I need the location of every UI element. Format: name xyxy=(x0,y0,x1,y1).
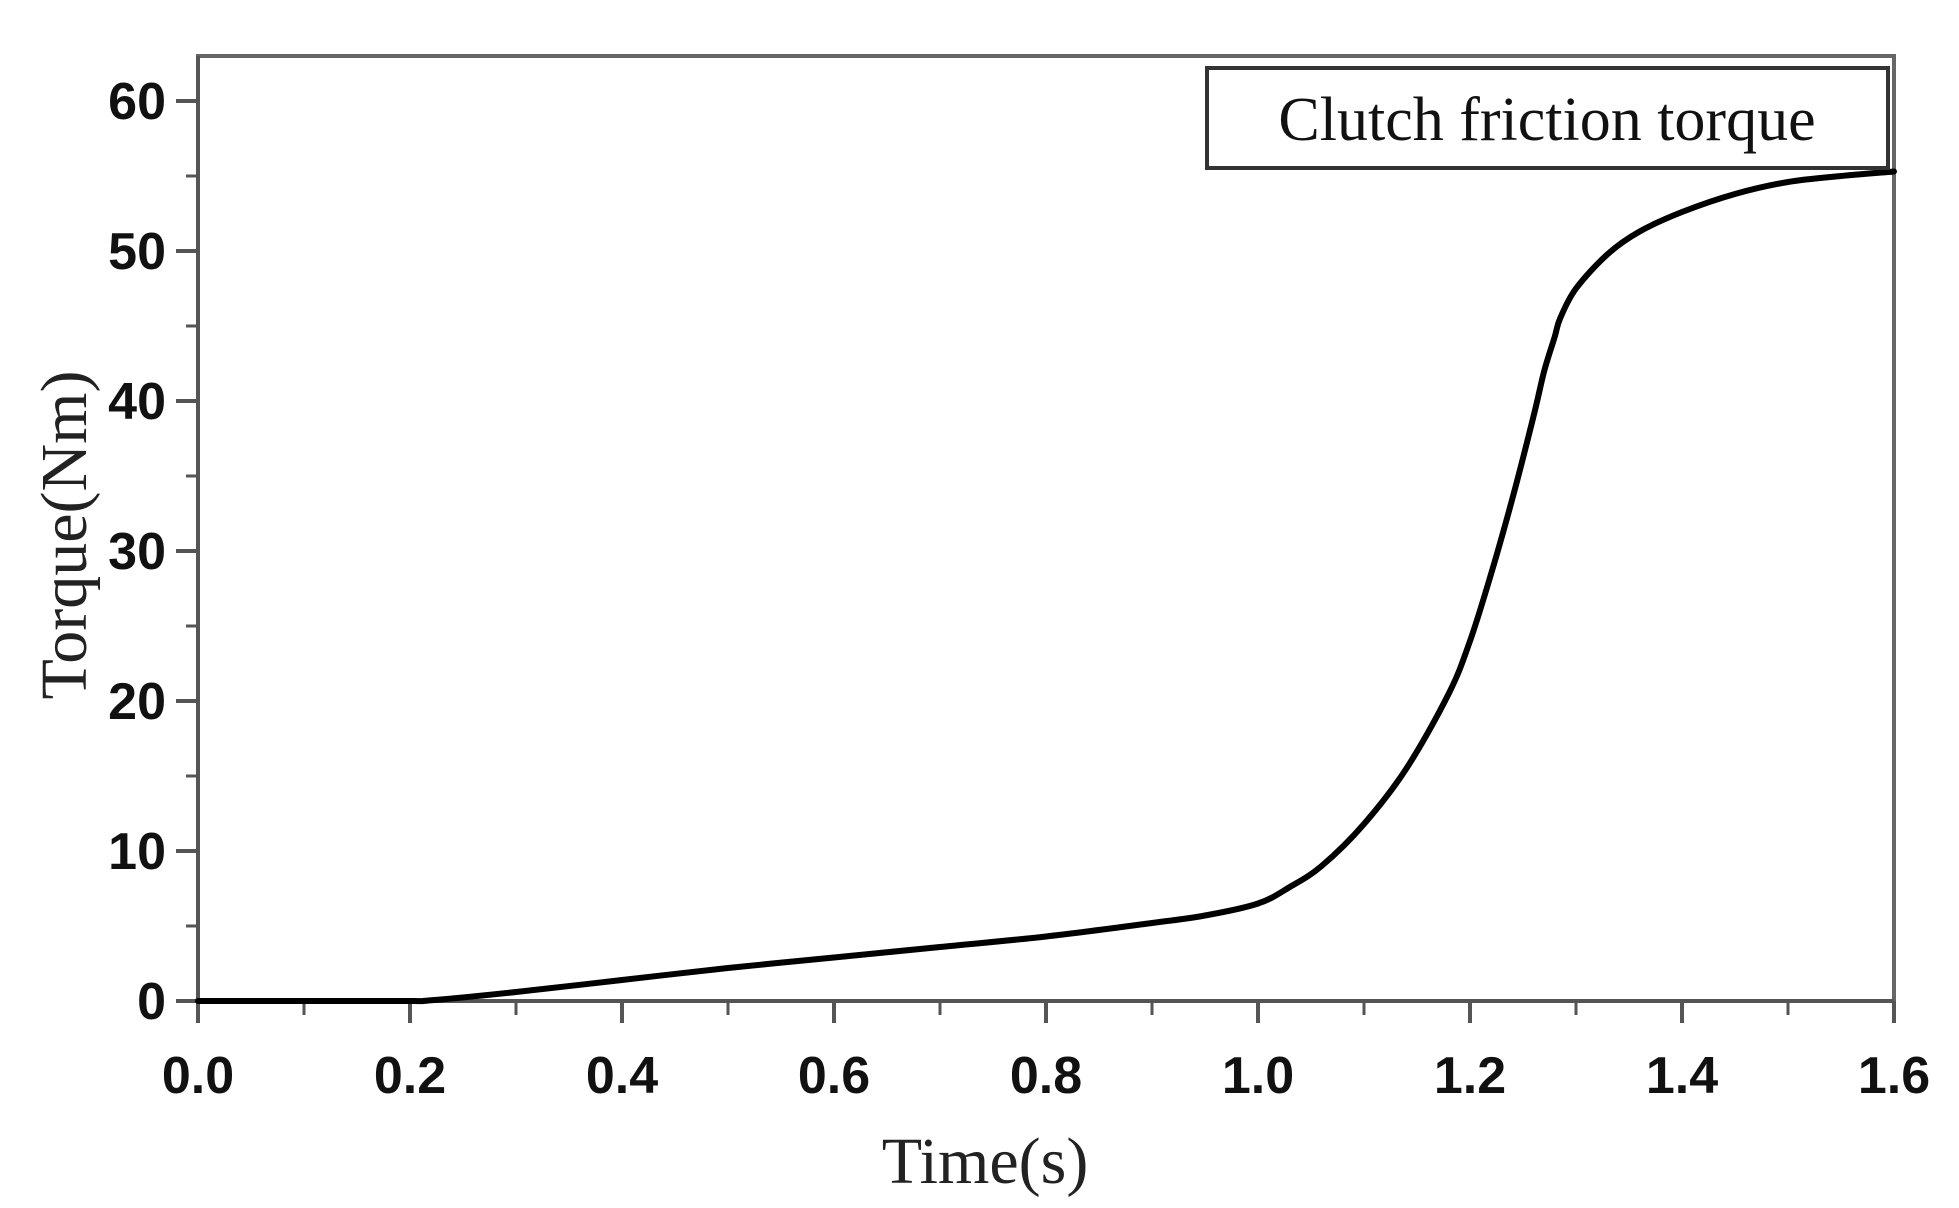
x-tick-label: 1.2 xyxy=(1434,1047,1506,1105)
x-tick-label: 0.2 xyxy=(374,1047,446,1105)
x-tick-label: 0.6 xyxy=(798,1047,870,1105)
y-tick-label: 40 xyxy=(108,373,166,431)
series-layer xyxy=(195,168,1897,1005)
legend: Clutch friction torque xyxy=(1205,66,1890,170)
y-tick-label: 30 xyxy=(108,523,166,581)
x-axis-title: Time(s) xyxy=(882,1125,1089,1198)
y-tick-label: 60 xyxy=(108,73,166,131)
y-tick-label: 0 xyxy=(137,973,166,1031)
y-tick-label: 10 xyxy=(108,823,166,881)
y-tick-label: 20 xyxy=(108,673,166,731)
axes-layer xyxy=(196,54,1896,1003)
x-tick-label: 1.0 xyxy=(1222,1047,1294,1105)
plot-frame xyxy=(196,54,1896,1003)
x-tick-label: 0.0 xyxy=(162,1047,234,1105)
x-tick-label: 1.4 xyxy=(1646,1047,1718,1105)
legend-box xyxy=(1205,66,1890,170)
series-line-clutch-friction-torque xyxy=(195,168,1897,1005)
x-tick-label: 1.6 xyxy=(1858,1047,1930,1105)
x-tick-label: 0.4 xyxy=(586,1047,658,1105)
ticks-layer: 0.0 0.2 0.4 0.6 0.8 1.0 1.2 1.4 1.6 0 10 20 30 40 50 60 xyxy=(108,73,1930,1105)
x-tick-label: 0.8 xyxy=(1010,1047,1082,1105)
y-axis-title: Torque(Nm) xyxy=(28,371,101,700)
y-tick-label: 50 xyxy=(108,223,166,281)
legend-entry-label: Clutch friction torque xyxy=(1278,86,1815,154)
